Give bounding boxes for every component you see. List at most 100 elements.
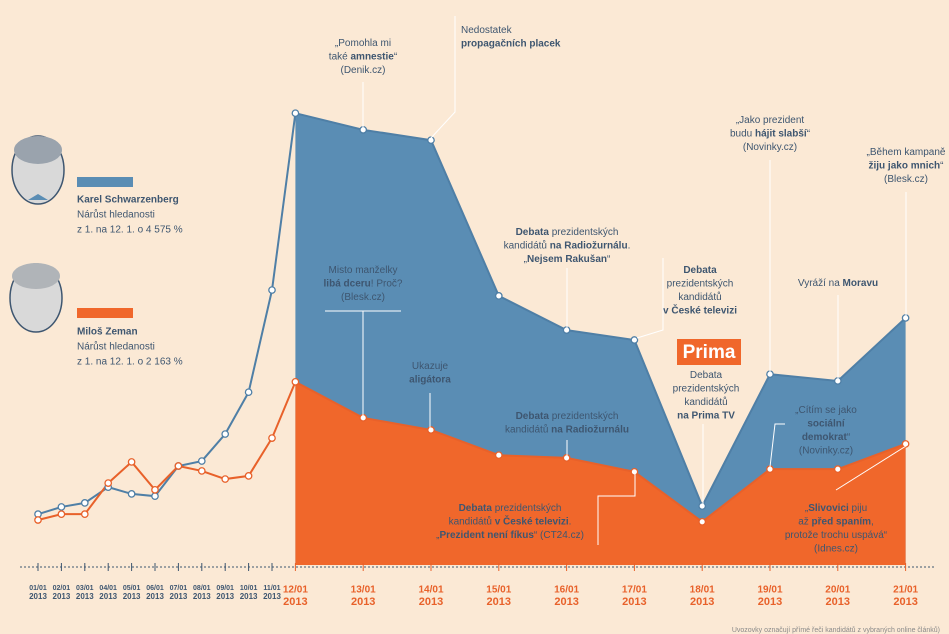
annotation-line: aligátora [409,374,451,385]
point [58,504,64,510]
annotation-text: kandidátů [684,396,727,408]
point [292,379,298,385]
annotation-text: kandidátů [505,423,551,435]
x-tick-year: 2013 [351,596,375,608]
x-tick-year: 2013 [554,596,578,608]
point [245,473,251,479]
annotation-line: „Během kampaně [867,147,946,158]
x-tick-year: 2013 [29,592,47,601]
annotation-text: před spaním [812,516,872,527]
x-tick-label: 02/01 [53,585,71,592]
point [35,517,41,523]
annotation-text: (Novinky.cz) [799,445,853,456]
chart: 01/01201302/01201303/01201304/01201305/0… [0,0,949,634]
point [245,389,251,395]
legend-label: Miloš Zeman [77,327,138,338]
annotation-text: až [798,516,811,527]
annotation-text: prezidentských [549,227,618,238]
annotation-line: Debata [683,265,717,276]
x-tick-year: 2013 [758,596,782,608]
point [82,500,88,506]
x-tick-year: 2013 [622,596,646,608]
point [699,503,705,509]
x-tick-label: 20/01 [825,585,850,596]
annotation-text: „Pomohla mi [335,38,391,49]
annotation-text: (Idnes.cz) [814,543,858,554]
annotation-text: protože trochu uspává“ [785,530,887,541]
annotation-line: také amnestie“ [329,51,397,62]
annotation-line: prezidentských [673,383,740,394]
annotation-text: (Denik.cz) [340,65,385,76]
annotation-text: demokrat [802,432,848,443]
annotation-line: Debata prezidentských [516,411,619,422]
x-tick-label: 04/01 [99,585,117,592]
annotation-text: „Cítím se jako [795,405,857,416]
prima-logo: Prima [677,339,741,365]
x-tick-year: 2013 [263,592,281,601]
x-tick-year: 2013 [240,592,258,601]
annotation-text: (Blesk.cz) [341,292,385,303]
x-tick-label: 09/01 [216,585,234,592]
x-tick-year: 2013 [193,592,211,601]
x-tick-year: 2013 [170,592,188,601]
annotation-text: Misto manželky [329,265,398,276]
annotation-text: na Radiožurnálu [551,424,629,435]
annotation-line: kandidátů [684,396,727,408]
annotation-text: na Prima TV [677,410,735,421]
x-tick-label: 11/01 [263,585,280,592]
x-tick-label: 07/01 [170,585,188,592]
legend-note: z 1. na 12. 1. o 4 575 % [77,225,183,236]
x-tick-label: 06/01 [146,585,164,592]
annotation-text: ! Proč? [371,278,403,289]
annotation-text: Nejsem Rakušan [527,254,607,265]
annotation-line: kandidátů na Radiožurnálu. [504,239,631,251]
annotation-text: (Novinky.cz) [743,142,797,153]
annotation-text: kandidátů [449,515,495,527]
annotation-line: prezidentských [667,278,734,289]
x-tick-year: 2013 [419,596,443,608]
legend-label: Karel Schwarzenberg [77,195,179,206]
annotation-line: Nedostatek [461,25,513,36]
point [199,458,205,464]
annotation-text: budu [730,128,755,139]
annotation-line: „Slivovici piju [805,503,867,514]
annotation-line: (Novinky.cz) [799,445,853,456]
x-tick-label: 19/01 [757,585,782,596]
x-tick-label: 13/01 [351,585,376,596]
annotation-text: „Během kampaně [867,147,946,158]
legend-note: z 1. na 12. 1. o 2 163 % [77,357,183,368]
annotation-text: Vyráží na [798,278,843,289]
annotation-line: protože trochu uspává“ [785,530,887,541]
legend-note: Nárůst hledanosti [77,341,155,353]
point [699,519,705,525]
point [199,468,205,474]
annotation-text: kandidátů [678,291,721,303]
annotation-text: “ [940,160,943,171]
annotation-line: kandidátů na Radiožurnálu [505,423,629,435]
annotation-text: piju [849,503,867,514]
annotation-text: žiju jako mnich [868,160,940,171]
x-tick-year: 2013 [283,596,307,608]
annotation-text: Debata [683,265,717,276]
x-tick-label: 18/01 [690,585,715,596]
point [631,469,637,475]
annotation-text: Nedostatek [461,25,513,36]
annotation-line: Debata prezidentských [459,503,562,514]
x-tick-label: 05/01 [123,585,141,592]
annotation-line: (Blesk.cz) [341,292,385,303]
annotation-line: budu hájit slabší“ [730,128,810,139]
annotation-text: aligátora [409,374,451,385]
x-tick-year: 2013 [690,596,714,608]
point [58,511,64,517]
annotation-text: . [628,240,631,251]
annotation-text: „Jako prezident [736,115,805,126]
annotation-text: “ (CT24.cz) [534,530,584,541]
x-tick-year: 2013 [826,596,850,608]
portrait-zeman [10,263,62,332]
point [175,463,181,469]
point [496,452,502,458]
annotation-text: hájit slabší [755,128,808,139]
annotation-text: propagačních placek [461,38,561,49]
annotation-text: amnestie [350,51,394,62]
annotation-text: Debata [516,411,550,422]
